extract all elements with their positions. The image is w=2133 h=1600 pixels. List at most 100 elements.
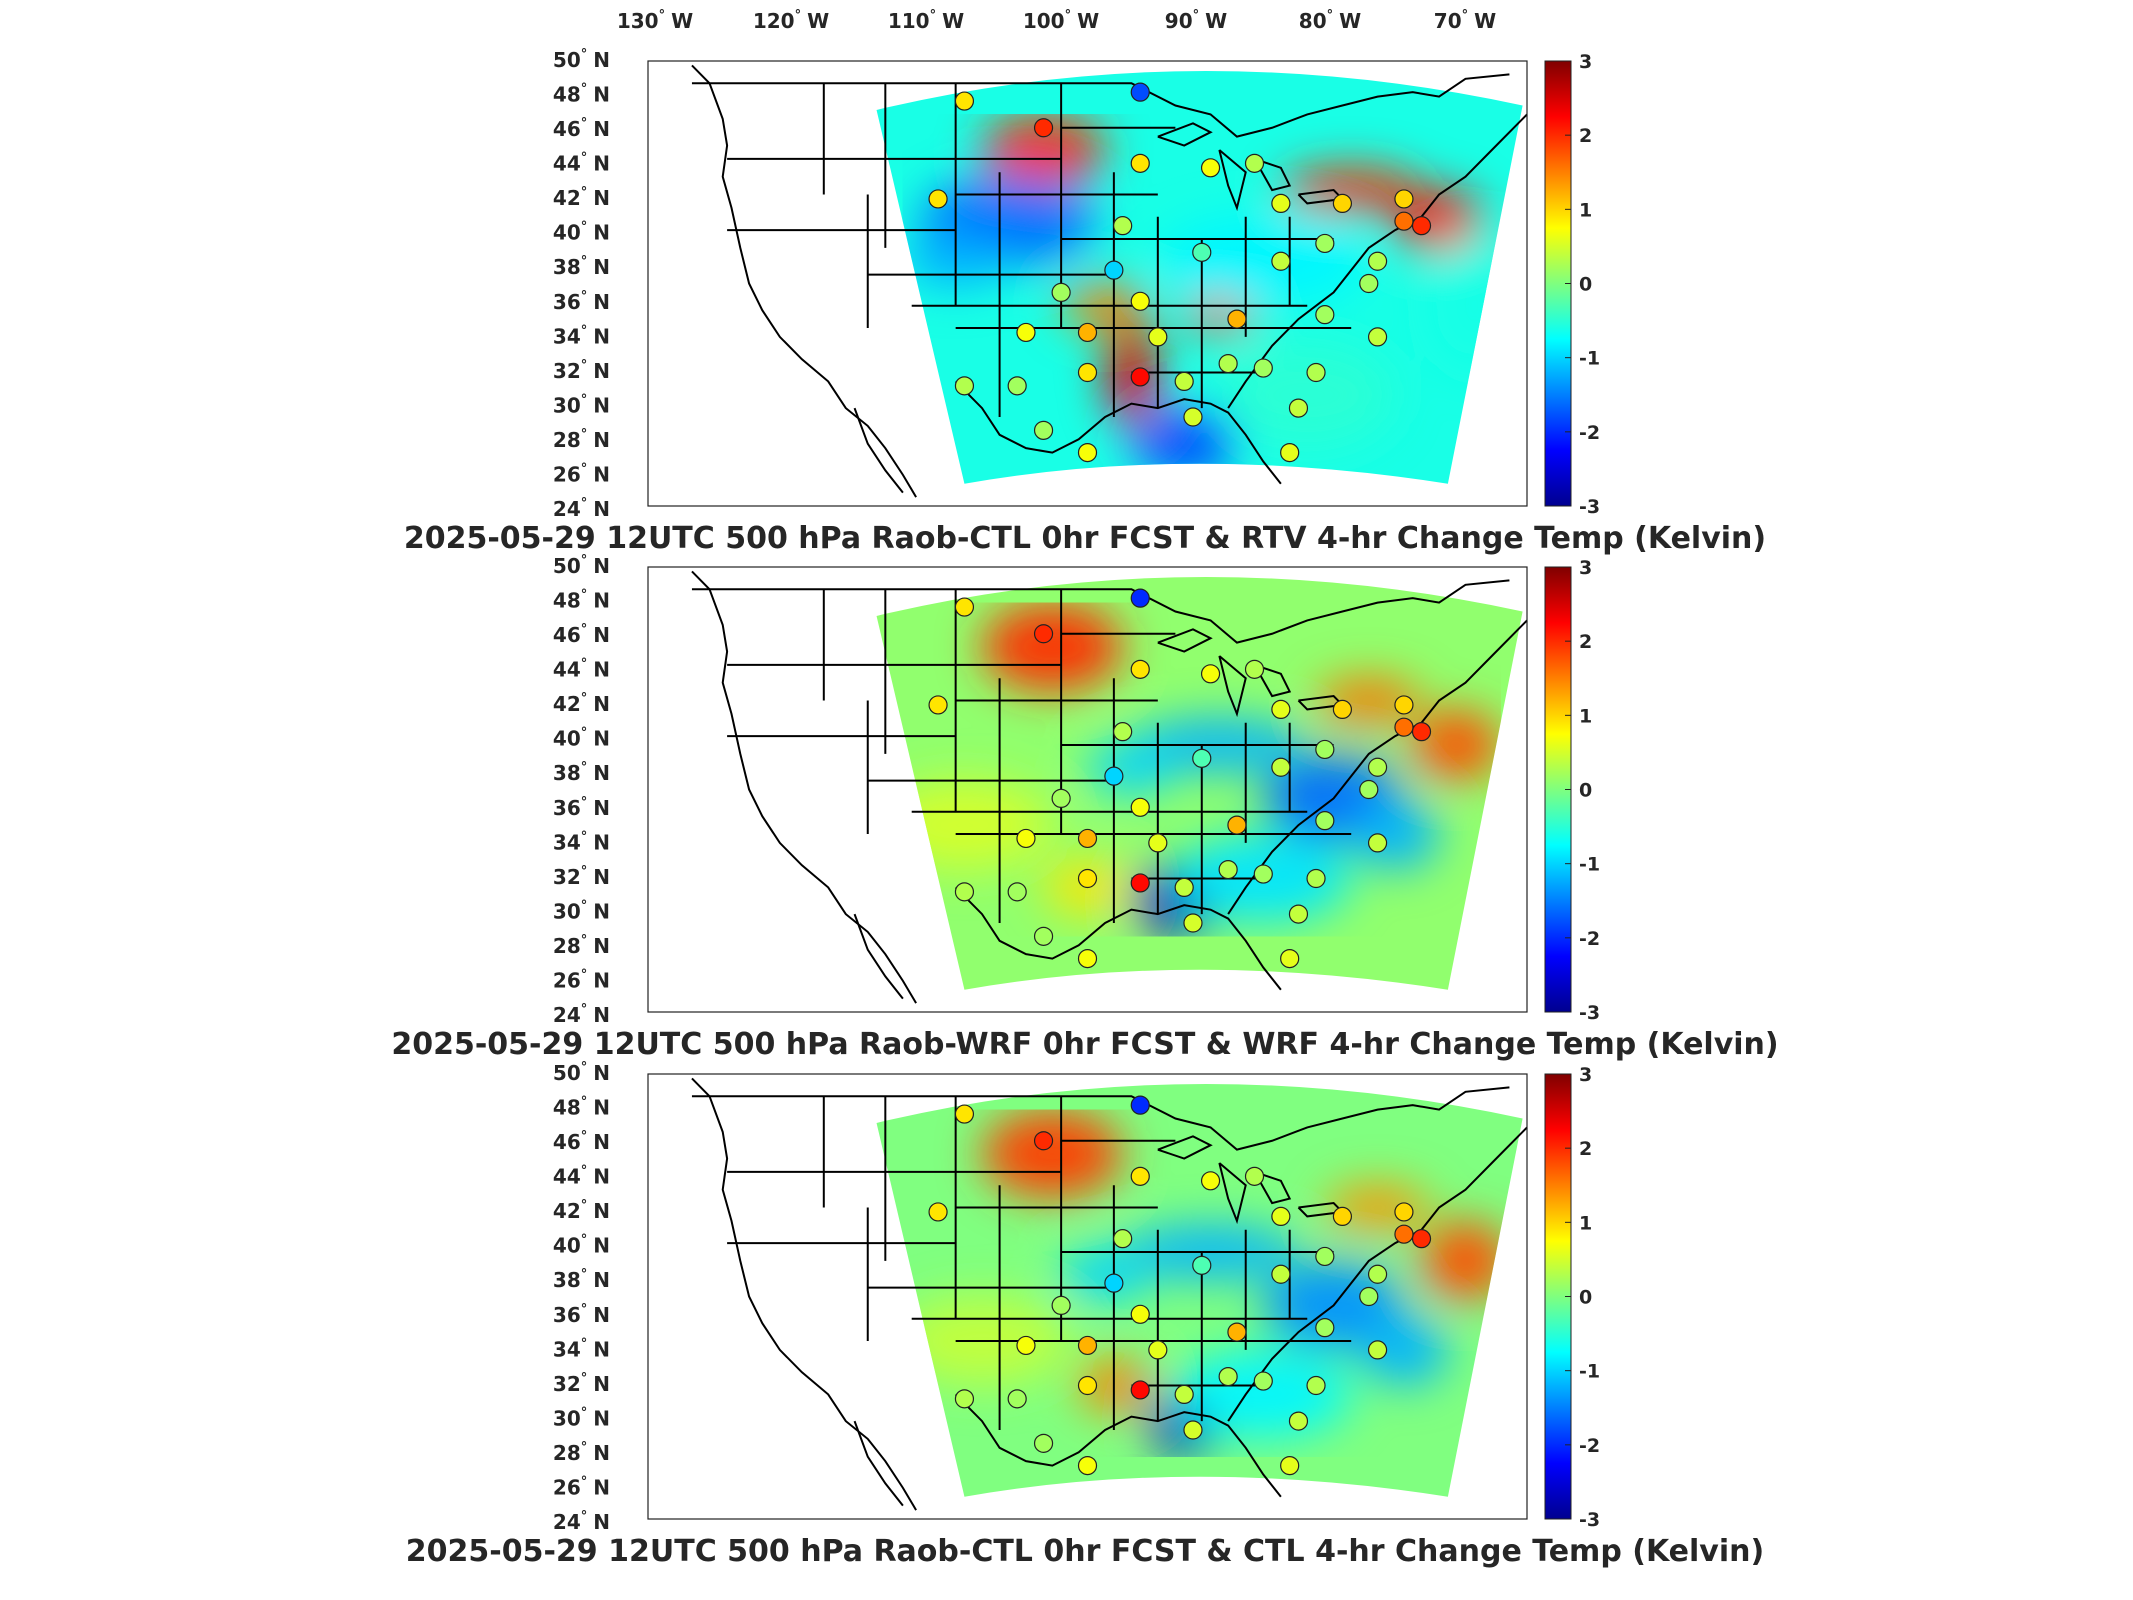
raob-station-marker bbox=[1288, 398, 1309, 418]
raob-station-marker bbox=[1077, 1375, 1098, 1396]
raob-station-marker bbox=[1183, 913, 1203, 933]
map-panel: 50° N 48° N 46° N 44° N 42° N 40° N 38° N 36° N 34° N 32° N… bbox=[406, 1060, 1764, 1569]
raob-station-marker bbox=[1394, 695, 1414, 715]
raob-station-marker bbox=[1007, 1389, 1027, 1409]
lat-tick-label: 46° N bbox=[553, 622, 610, 647]
raob-station-marker bbox=[1367, 251, 1388, 271]
raob-station-marker bbox=[928, 189, 948, 209]
raob-station-marker bbox=[1183, 1420, 1203, 1440]
lat-tick-label: 28° N bbox=[553, 427, 610, 452]
raob-station-marker bbox=[1130, 153, 1150, 173]
raob-station-marker bbox=[1306, 1375, 1326, 1396]
raob-station-marker bbox=[1130, 797, 1150, 817]
lat-tick-label: 24° N bbox=[553, 1002, 610, 1027]
raob-station-marker bbox=[1200, 664, 1221, 684]
lat-tick-label: 36° N bbox=[553, 795, 610, 820]
panel-title: 2025-05-29 12UTC 500 hPa Raob-CTL 0hr FC… bbox=[406, 1534, 1764, 1569]
raob-station-marker bbox=[1130, 588, 1150, 608]
raob-station-marker bbox=[1306, 362, 1326, 383]
raob-station-marker bbox=[1332, 1206, 1353, 1227]
raob-station-marker bbox=[1359, 273, 1379, 294]
raob-station-marker bbox=[1192, 748, 1212, 768]
lat-tick-label: 26° N bbox=[553, 461, 610, 486]
colorbar-tick-label: -1 bbox=[1579, 348, 1600, 370]
raob-station-marker bbox=[954, 1104, 975, 1124]
colorbar-tick-label: 1 bbox=[1579, 199, 1592, 221]
lat-tick-label: 50° N bbox=[553, 1060, 610, 1085]
lat-tick-label: 30° N bbox=[553, 392, 610, 417]
lat-tick-label: 48° N bbox=[553, 588, 610, 613]
raob-station-marker bbox=[1130, 1095, 1150, 1115]
raob-station-marker bbox=[1077, 868, 1098, 889]
raob-station-marker bbox=[1130, 1166, 1150, 1186]
raob-station-marker bbox=[1359, 779, 1379, 800]
lat-tick-label: 34° N bbox=[553, 323, 610, 348]
raob-station-marker bbox=[1280, 1455, 1300, 1476]
colorbar-tick-label: 0 bbox=[1579, 780, 1592, 802]
latitude-axis: 50° N 48° N 46° N 44° N 42° N 40° N 38° N 36° N 34° N 32° N… bbox=[553, 553, 610, 1027]
raob-station-marker bbox=[1271, 251, 1291, 271]
raob-station-marker bbox=[1033, 1131, 1054, 1151]
lat-tick-label: 32° N bbox=[553, 1371, 610, 1396]
raob-station-marker bbox=[1077, 948, 1098, 969]
raob-station-marker bbox=[1174, 371, 1194, 391]
raob-station-marker bbox=[1130, 1380, 1150, 1400]
raob-station-marker bbox=[1244, 1166, 1265, 1186]
raob-station-marker bbox=[1359, 1286, 1379, 1307]
raob-station-marker bbox=[1174, 1384, 1194, 1405]
colorbar: 3 2 1 0 -1 -2 -3 bbox=[1544, 557, 1600, 1024]
raob-station-marker bbox=[954, 91, 975, 111]
raob-station-marker bbox=[1367, 1340, 1388, 1360]
lat-tick-label: 38° N bbox=[553, 254, 610, 279]
raob-station-marker bbox=[1016, 1335, 1036, 1356]
raob-station-marker bbox=[1104, 260, 1124, 280]
colorbar-tick-label: 0 bbox=[1579, 274, 1592, 296]
lat-tick-label: 40° N bbox=[553, 220, 610, 245]
raob-station-marker bbox=[1077, 362, 1098, 383]
raob-station-marker bbox=[1130, 659, 1150, 679]
colorbar: 3 2 1 0 -1 -2 -3 bbox=[1544, 1064, 1600, 1531]
lat-tick-label: 48° N bbox=[553, 82, 610, 107]
raob-station-marker bbox=[1280, 443, 1300, 463]
raob-station-marker bbox=[1271, 193, 1291, 213]
raob-station-marker bbox=[1218, 354, 1238, 374]
raob-station-marker bbox=[1200, 1171, 1221, 1191]
lat-tick-label: 28° N bbox=[553, 1440, 610, 1465]
panel-title: 2025-05-29 12UTC 500 hPa Raob-CTL 0hr FC… bbox=[404, 521, 1766, 556]
raob-station-marker bbox=[928, 695, 948, 715]
lat-tick-label: 42° N bbox=[553, 185, 610, 210]
raob-station-marker bbox=[1367, 757, 1388, 777]
lat-tick-label: 40° N bbox=[553, 1233, 610, 1258]
lat-tick-label: 44° N bbox=[553, 657, 610, 682]
raob-station-marker bbox=[1130, 82, 1150, 102]
raob-station-marker bbox=[1253, 358, 1273, 378]
raob-station-marker bbox=[1007, 376, 1027, 396]
latitude-axis: 50° N 48° N 46° N 44° N 42° N 40° N 38° N 36° N 34° N 32° N… bbox=[553, 1060, 610, 1534]
raob-stations bbox=[928, 1095, 1432, 1476]
lat-tick-label: 46° N bbox=[553, 116, 610, 141]
raob-station-marker bbox=[1411, 216, 1432, 236]
lon-tick-label: 130° W bbox=[617, 8, 693, 33]
raob-station-marker bbox=[1367, 833, 1388, 853]
raob-station-marker bbox=[1104, 766, 1124, 786]
raob-station-marker bbox=[1244, 659, 1265, 679]
lat-tick-label: 28° N bbox=[553, 933, 610, 958]
raob-station-marker bbox=[1315, 305, 1335, 325]
lon-tick-label: 70° W bbox=[1434, 8, 1496, 33]
colorbar-tick-label: -3 bbox=[1579, 496, 1600, 518]
raob-station-marker bbox=[1051, 282, 1071, 302]
colorbar-tick-label: 3 bbox=[1579, 51, 1592, 73]
lat-tick-label: 50° N bbox=[553, 47, 610, 72]
lat-tick-label: 24° N bbox=[553, 496, 610, 521]
raob-station-marker bbox=[1104, 1273, 1124, 1293]
raob-station-marker bbox=[1077, 828, 1098, 849]
lat-tick-label: 34° N bbox=[553, 1336, 610, 1361]
raob-station-marker bbox=[1271, 1264, 1291, 1284]
raob-station-marker bbox=[1148, 327, 1168, 347]
raob-station-marker bbox=[1016, 828, 1036, 849]
lat-tick-label: 36° N bbox=[553, 289, 610, 314]
raob-station-marker bbox=[1244, 153, 1265, 173]
raob-station-marker bbox=[1183, 407, 1203, 427]
raob-station-marker bbox=[1033, 118, 1054, 138]
lon-tick-label: 100° W bbox=[1023, 8, 1099, 33]
